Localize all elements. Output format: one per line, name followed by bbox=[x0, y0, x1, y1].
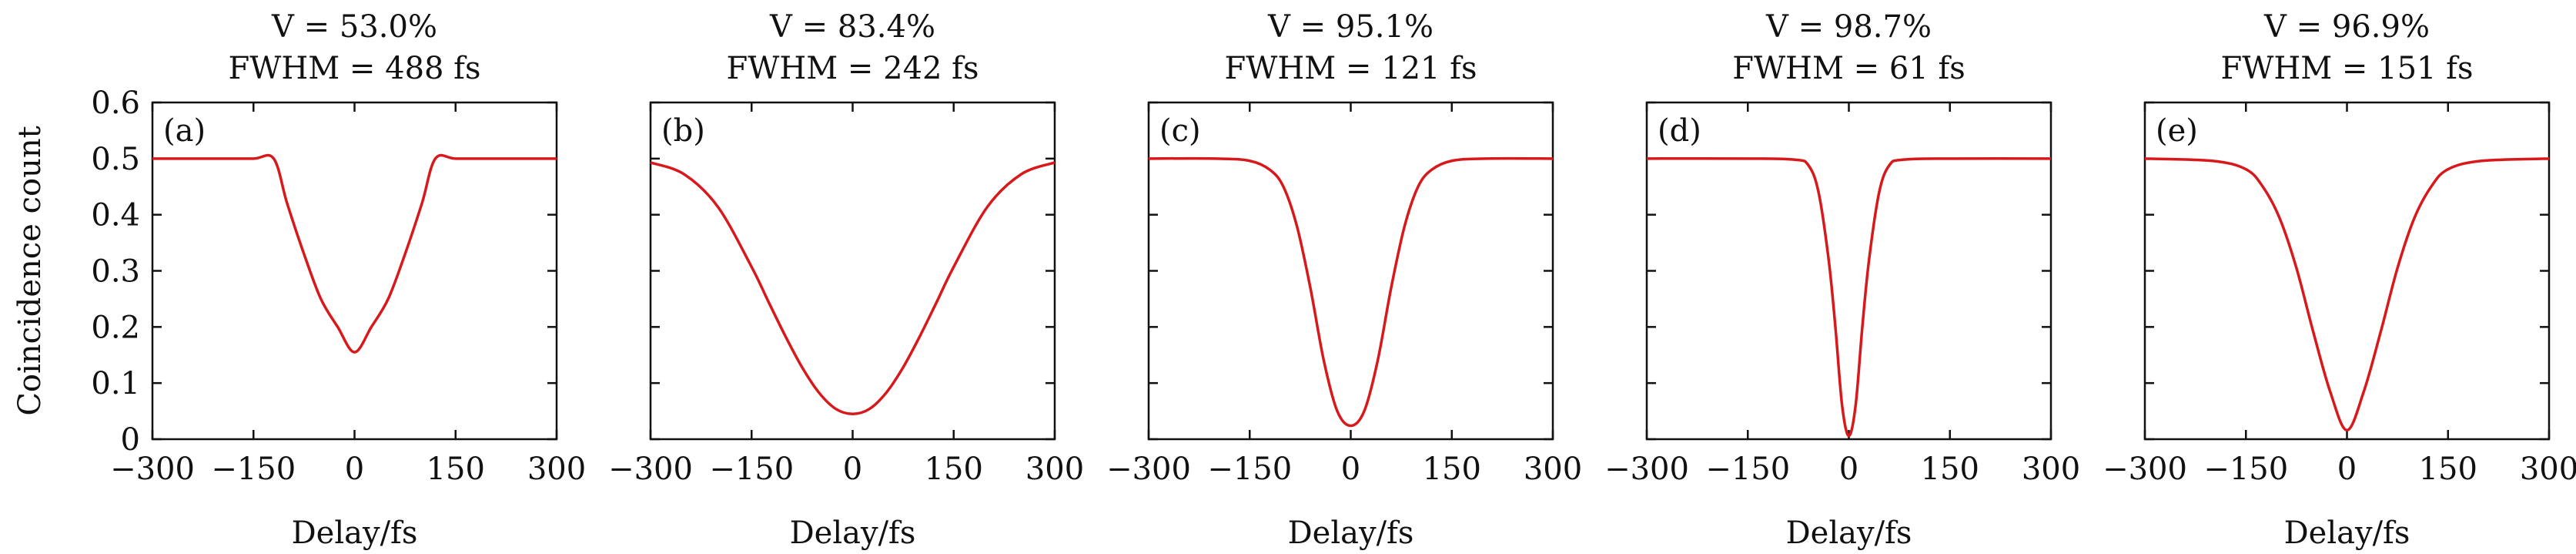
x-tick-label: 300 bbox=[1025, 452, 1084, 487]
x-tick-label: −150 bbox=[1207, 452, 1292, 487]
panel-title-fwhm: FWHM = 488 fs bbox=[228, 51, 480, 86]
x-tick-label: −300 bbox=[110, 452, 195, 487]
x-axis-label: Delay/fs bbox=[2284, 515, 2410, 551]
y-tick-label: 0.4 bbox=[91, 198, 140, 233]
x-tick-label: −300 bbox=[2103, 452, 2187, 487]
x-axis-label: Delay/fs bbox=[1288, 515, 1414, 551]
y-tick-label: 0.3 bbox=[91, 254, 140, 290]
panel-letter: (b) bbox=[661, 113, 705, 149]
panel-title-visibility: V = 96.9% bbox=[2263, 9, 2430, 45]
x-axis-label: Delay/fs bbox=[292, 515, 418, 551]
chart-panel-a: V = 53.0% FWHM = 488 fs (a) −300 −150 0 150 300… bbox=[12, 9, 586, 551]
x-tick-label: −150 bbox=[1705, 452, 1790, 487]
y-axis-label: Coincidence count bbox=[12, 126, 48, 415]
x-tick-label: 150 bbox=[1921, 452, 1979, 487]
panel-letter: (a) bbox=[163, 113, 206, 149]
panel-title-fwhm: FWHM = 151 fs bbox=[2220, 51, 2473, 86]
x-tick-label: 300 bbox=[1524, 452, 1582, 487]
panel-letter: (c) bbox=[1159, 113, 1201, 149]
x-tick-label: 150 bbox=[427, 452, 485, 487]
plot-frame bbox=[649, 101, 1056, 441]
panel-title-visibility: V = 83.4% bbox=[769, 9, 935, 45]
chart-panel-b: V = 83.4% FWHM = 242 fs (b) −300 −150 0 150 300… bbox=[608, 9, 1084, 551]
chart-panel-c: V = 95.1% FWHM = 121 fs (c) −300 −150 0 150 300… bbox=[1106, 9, 1582, 551]
x-tick-label: 0 bbox=[345, 452, 364, 487]
panel-title-visibility: V = 98.7% bbox=[1765, 9, 1932, 45]
chart-panel-d: V = 98.7% FWHM = 61 fs (d) −300 −150 0 150 300 D… bbox=[1604, 9, 2080, 551]
series-line bbox=[1148, 156, 1554, 428]
x-tick-label: −150 bbox=[709, 452, 794, 487]
panel-title-fwhm: FWHM = 121 fs bbox=[1224, 51, 1477, 86]
x-axis-label: Delay/fs bbox=[1786, 515, 1912, 551]
x-tick-label: 300 bbox=[2520, 452, 2576, 487]
x-tick-label: −300 bbox=[608, 452, 693, 487]
series-line bbox=[1646, 156, 2052, 438]
x-tick-label: 0 bbox=[2337, 452, 2357, 487]
x-tick-label: 300 bbox=[2022, 452, 2080, 487]
plot-frame bbox=[2143, 101, 2551, 441]
series-line bbox=[650, 161, 1055, 415]
x-tick-label: 150 bbox=[2419, 452, 2477, 487]
x-tick-label: −300 bbox=[1106, 452, 1191, 487]
x-tick-label: −150 bbox=[2203, 452, 2288, 487]
x-tick-label: 0 bbox=[843, 452, 862, 487]
x-tick-label: 150 bbox=[925, 452, 983, 487]
panel-letter: (d) bbox=[1658, 113, 1701, 149]
y-tick-label: 0.1 bbox=[91, 366, 140, 401]
plot-frame bbox=[151, 101, 558, 441]
panel-title-fwhm: FWHM = 242 fs bbox=[726, 51, 979, 86]
y-tick-label: 0.6 bbox=[91, 86, 140, 121]
x-tick-label: 150 bbox=[1423, 452, 1481, 487]
chart-panel-e: V = 96.9% FWHM = 151 fs (e) −300 −150 0 150 300… bbox=[2103, 9, 2576, 551]
x-axis-label: Delay/fs bbox=[790, 515, 916, 551]
panel-title-visibility: V = 95.1% bbox=[1267, 9, 1434, 45]
x-tick-label: −300 bbox=[1604, 452, 1689, 487]
y-tick-label: 0.2 bbox=[91, 310, 140, 345]
plot-frame bbox=[1147, 101, 1554, 441]
panel-letter: (e) bbox=[2156, 113, 2198, 149]
series-line bbox=[152, 153, 557, 354]
plot-frame bbox=[1645, 101, 2052, 441]
y-tick-label: 0 bbox=[121, 422, 140, 458]
panel-title-fwhm: FWHM = 61 fs bbox=[1732, 51, 1965, 86]
panel-title-visibility: V = 53.0% bbox=[271, 9, 437, 45]
x-tick-label: 300 bbox=[527, 452, 586, 487]
x-tick-label: 0 bbox=[1341, 452, 1360, 487]
x-tick-label: 0 bbox=[1839, 452, 1858, 487]
y-tick-label: 0.5 bbox=[91, 142, 140, 177]
x-tick-label: −150 bbox=[211, 452, 296, 487]
series-line bbox=[2144, 157, 2550, 432]
